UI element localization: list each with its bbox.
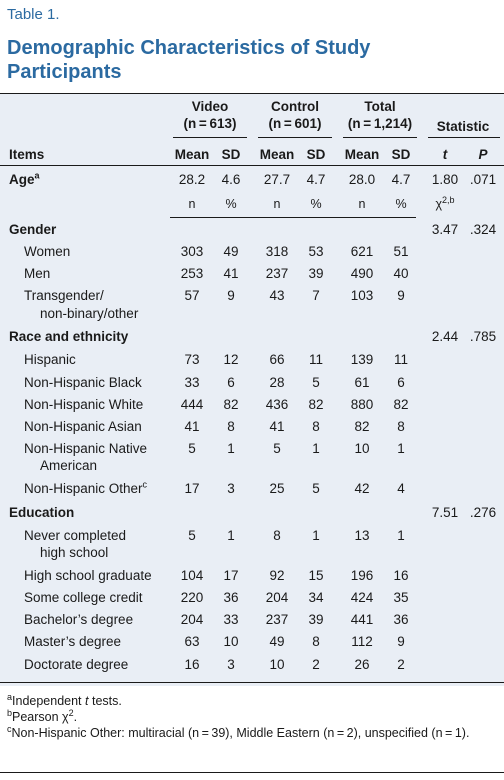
group-header-statistic: Statistic: [436, 119, 490, 134]
control-sd-header: SD: [306, 147, 326, 162]
total-sd-header: SD: [391, 147, 411, 162]
group-header-control: Control (n = 601): [268, 99, 322, 131]
footnote-c: cNon-Hispanic Other: multiracial (n = 39…: [7, 723, 470, 740]
group-header-video: Video (n = 613): [183, 99, 237, 131]
control-underline: [258, 137, 332, 138]
group-header-total: Total (n = 1,214): [347, 99, 413, 131]
footnotes: aIndependent t tests. bPearson χ2. cNon-…: [7, 691, 497, 741]
age-label: Agea: [9, 170, 40, 187]
control-mean-header: Mean: [259, 147, 295, 162]
footnote-b: bPearson χ2.: [7, 707, 78, 724]
table-title: Demographic Characteristics of Study Par…: [7, 37, 371, 83]
total-underline: [343, 137, 417, 138]
video-underline: [173, 137, 247, 138]
items-header: Items: [9, 147, 45, 162]
video-sd-header: SD: [221, 147, 241, 162]
subheader-rule: [170, 217, 416, 218]
video-mean-header: Mean: [174, 147, 210, 162]
header-rule: [0, 165, 504, 166]
t-header: t: [442, 147, 448, 162]
page-bottom-rule: [0, 772, 504, 773]
table-top-rule: [0, 93, 504, 94]
chi-square-header: χ2,b: [435, 194, 455, 211]
table-bottom-rule: [0, 682, 504, 683]
demographics-table: Video (n = 613) Control (n = 601) Total (n …: [0, 93, 504, 686]
table-label: Table 1.: [7, 6, 60, 23]
footnote-a: aIndependent t tests.: [7, 691, 122, 708]
p-header: P: [478, 147, 488, 162]
total-mean-header: Mean: [344, 147, 380, 162]
statistic-underline: [428, 137, 500, 138]
